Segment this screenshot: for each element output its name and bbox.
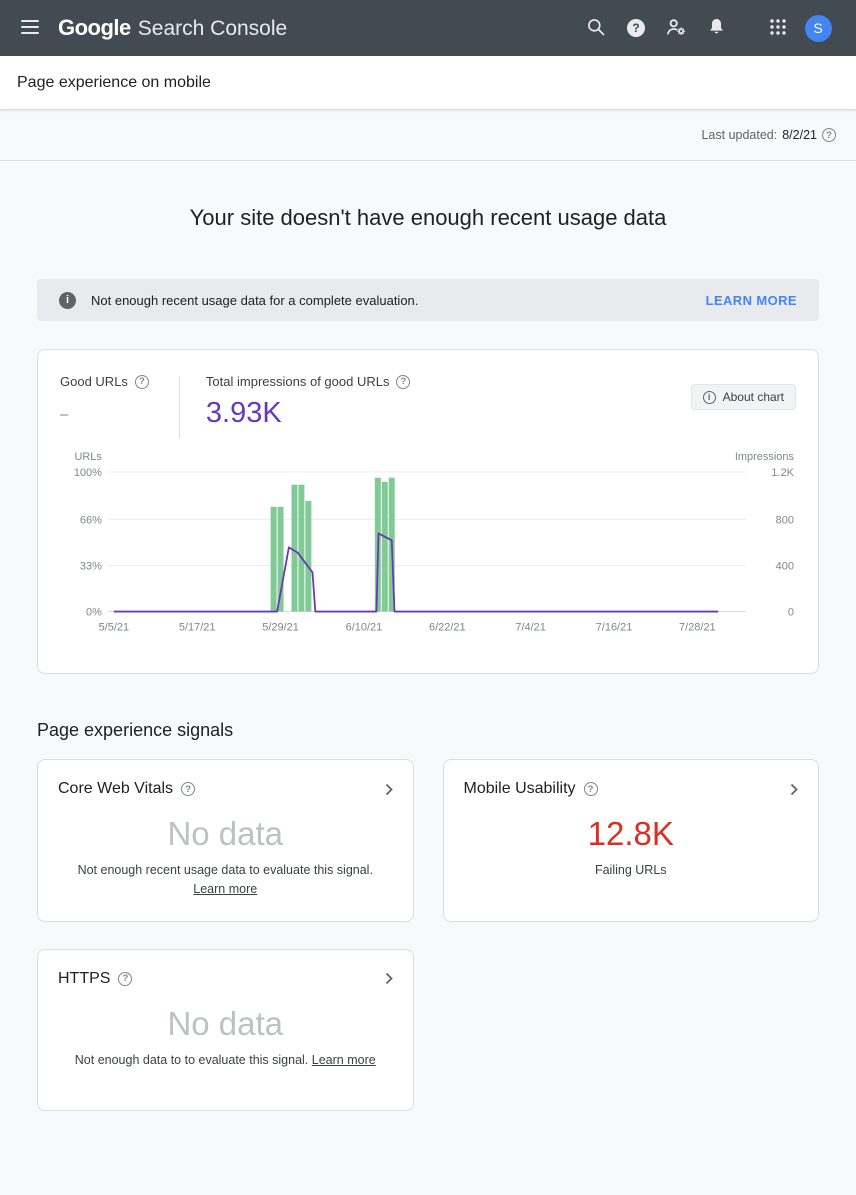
learn-more-link[interactable]: Learn more — [311, 1052, 376, 1067]
menu-button[interactable] — [10, 8, 50, 48]
chevron-right-icon[interactable] — [385, 783, 393, 796]
impressions-value: 3.93K — [205, 397, 282, 429]
mobile-usability-card[interactable]: Mobile Usability ? 12.8K Failing URLs — [442, 759, 819, 922]
experience-chart: 100% 1.2K 66% 800 33% 400 0% 0 URLs Impressions 5/… — [74, 451, 795, 634]
banner-message: Not enough recent usage data for a compl… — [91, 292, 419, 308]
card-value: No data — [167, 815, 284, 853]
apps-grid-button[interactable] — [758, 8, 798, 48]
google-wordmark: Google — [58, 15, 131, 40]
svg-text:URLs: URLs — [74, 451, 102, 463]
svg-text:5/17/21: 5/17/21 — [179, 622, 216, 634]
person-gear-icon — [665, 16, 687, 41]
svg-text:400: 400 — [776, 560, 794, 572]
impressions-help-icon[interactable]: ? — [396, 374, 411, 389]
impressions-label: Total impressions of good URLs — [205, 374, 390, 389]
good-urls-help-icon[interactable]: ? — [134, 374, 149, 389]
card-description: Not enough recent usage data to evaluate… — [77, 863, 373, 897]
page-headline: Your site doesn't have enough recent usa… — [189, 205, 667, 230]
https-help-icon[interactable]: ? — [118, 971, 133, 986]
info-banner: i Not enough recent usage data for a com… — [37, 279, 819, 321]
avatar: S — [804, 14, 832, 42]
signals-section-title: Page experience signals — [37, 720, 234, 741]
svg-text:100%: 100% — [74, 467, 102, 479]
card-value: 12.8K — [587, 815, 674, 853]
last-updated-help-icon[interactable]: ? — [822, 128, 836, 142]
svg-text:0: 0 — [788, 607, 794, 619]
metric-divider — [178, 376, 180, 438]
notifications-button[interactable] — [696, 8, 736, 48]
about-chart-label: About chart — [722, 390, 784, 404]
search-icon — [586, 17, 606, 40]
svg-text:7/4/21: 7/4/21 — [515, 622, 546, 634]
svg-text:66%: 66% — [80, 514, 102, 526]
card-title: Core Web Vitals — [58, 780, 174, 798]
card-title: HTTPS — [58, 969, 111, 987]
product-logo[interactable]: Google Search Console — [58, 15, 287, 41]
card-description: Failing URLs — [594, 863, 667, 878]
account-button[interactable]: S — [798, 8, 838, 48]
chevron-right-icon[interactable] — [385, 972, 393, 985]
svg-text:33%: 33% — [80, 560, 102, 572]
mobile-usability-help-icon[interactable]: ? — [583, 782, 598, 797]
help-button[interactable]: ? — [616, 8, 656, 48]
bell-icon — [707, 17, 726, 39]
search-button[interactable] — [576, 8, 616, 48]
svg-text:5/5/21: 5/5/21 — [99, 622, 130, 634]
card-description: Not enough data to to evaluate this sign… — [74, 1052, 376, 1067]
core-web-vitals-card[interactable]: Core Web Vitals ? No data Not enough rec… — [37, 759, 414, 922]
svg-text:800: 800 — [776, 514, 794, 526]
svg-text:Impressions: Impressions — [735, 451, 795, 463]
chart-area: 100% 1.2K 66% 800 33% 400 0% 0 URLs Impressions 5/… — [58, 450, 798, 661]
chevron-right-icon[interactable] — [790, 783, 798, 796]
main-content: Your site doesn't have enough recent usa… — [0, 205, 856, 1161]
about-chart-button[interactable]: i About chart — [690, 384, 796, 410]
svg-text:0%: 0% — [86, 607, 102, 619]
last-updated-row: Last updated: 8/2/21 ? — [0, 110, 856, 161]
apps-grid-icon — [769, 18, 787, 39]
app-header: Google Search Console ? — [0, 0, 856, 56]
help-icon: ? — [627, 19, 645, 37]
svg-text:6/10/21: 6/10/21 — [346, 622, 383, 634]
page-title: Page experience on mobile — [17, 73, 211, 91]
learn-more-button[interactable]: LEARN MORE — [705, 292, 797, 308]
chart-header: Good URLs ? – Total impressions of good … — [58, 370, 798, 450]
card-value: No data — [167, 1004, 284, 1042]
last-updated-label: Last updated: — [701, 128, 778, 142]
chart-card: Good URLs ? – Total impressions of good … — [37, 349, 819, 675]
product-name: Search Console — [137, 17, 288, 40]
card-title: Mobile Usability — [463, 780, 576, 798]
core-web-vitals-help-icon[interactable]: ? — [181, 782, 196, 797]
about-chart-info-icon: i — [702, 390, 716, 404]
impressions-metric: Total impressions of good URLs ? 3.93K — [206, 374, 411, 430]
good-urls-value: – — [60, 406, 69, 423]
svg-text:6/22/21: 6/22/21 — [429, 622, 466, 634]
info-icon: i — [59, 291, 76, 309]
manage-accounts-button[interactable] — [656, 8, 696, 48]
good-urls-label: Good URLs — [60, 374, 128, 389]
good-urls-metric: Good URLs ? – — [60, 374, 149, 423]
breadcrumb-bar: Page experience on mobile — [0, 56, 856, 110]
hamburger-icon — [21, 19, 39, 37]
last-updated-value: 8/2/21 — [782, 128, 817, 142]
svg-text:7/28/21: 7/28/21 — [679, 622, 716, 634]
svg-text:5/29/21: 5/29/21 — [262, 622, 299, 634]
learn-more-link[interactable]: Learn more — [193, 882, 258, 897]
svg-text:7/16/21: 7/16/21 — [596, 622, 633, 634]
https-card[interactable]: HTTPS ? No data Not enough data to to ev… — [37, 948, 414, 1111]
svg-text:1.2K: 1.2K — [771, 467, 794, 479]
signals-grid: Core Web Vitals ? No data Not enough rec… — [37, 759, 819, 1161]
